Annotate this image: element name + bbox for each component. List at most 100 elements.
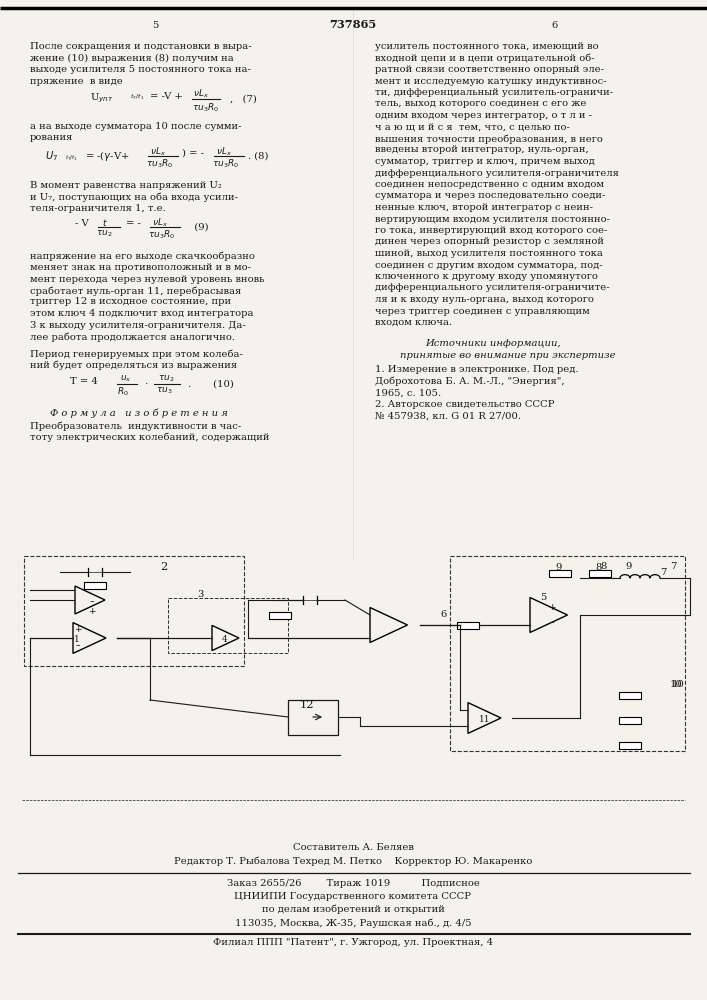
- Text: ЦНИИПИ Государственного комитета СССР: ЦНИИПИ Государственного комитета СССР: [235, 892, 472, 901]
- Text: 737865: 737865: [329, 19, 377, 30]
- Text: ) = -: ) = -: [182, 149, 204, 158]
- Text: сработает нуль-орган 11, перебрасывая: сработает нуль-орган 11, перебрасывая: [30, 286, 241, 296]
- Text: ти, дифференциальный усилитель-ограничи-: ти, дифференциальный усилитель-ограничи-: [375, 88, 613, 97]
- Text: тель, выход которого соединен с его же: тель, выход которого соединен с его же: [375, 100, 586, 108]
- Text: = -V +: = -V +: [150, 92, 182, 101]
- Text: $\tau u_3$: $\tau u_3$: [156, 385, 173, 396]
- Text: выходе усилителя 5 постоянного тока на-: выходе усилителя 5 постоянного тока на-: [30, 65, 251, 74]
- Text: одним входом через интегратор, о т л и -: одним входом через интегратор, о т л и -: [375, 111, 592, 120]
- Text: введены второй интегратор, нуль-орган,: введены второй интегратор, нуль-орган,: [375, 145, 589, 154]
- Bar: [619, 692, 641, 698]
- Text: 113035, Москва, Ж-35, Раушская наб., д. 4/5: 113035, Москва, Ж-35, Раушская наб., д. …: [235, 918, 472, 928]
- Text: триггер 12 в исходное состояние, при: триггер 12 в исходное состояние, при: [30, 298, 231, 306]
- Text: ненные ключ, второй интегратор с неин-: ненные ключ, второй интегратор с неин-: [375, 203, 593, 212]
- Text: 6: 6: [552, 21, 558, 30]
- Text: этом ключ 4 подключит вход интегратора: этом ключ 4 подключит вход интегратора: [30, 309, 254, 318]
- Text: $\nu L_x$: $\nu L_x$: [152, 217, 168, 229]
- Text: $\tau u_3 R_0$: $\tau u_3 R_0$: [146, 158, 173, 170]
- Bar: [450, 556, 685, 751]
- Text: принятые во внимание при экспертизе: принятые во внимание при экспертизе: [400, 352, 616, 360]
- Text: ний будет определяться из выражения: ний будет определяться из выражения: [30, 361, 237, 370]
- Text: 1: 1: [74, 636, 80, 645]
- Text: $\tau u_2$: $\tau u_2$: [158, 373, 175, 384]
- Text: 7: 7: [660, 568, 667, 577]
- Text: ,   (7): , (7): [230, 95, 257, 104]
- Text: - V: - V: [75, 220, 89, 229]
- Text: рования: рования: [30, 133, 74, 142]
- Text: вышения точности преобразования, в него: вышения точности преобразования, в него: [375, 134, 603, 143]
- Text: 5: 5: [152, 21, 158, 30]
- Text: 10: 10: [670, 680, 683, 689]
- Text: через триггер соединен с управляющим: через триггер соединен с управляющим: [375, 306, 590, 316]
- Text: 6: 6: [440, 610, 446, 619]
- Text: $\tau u_3 R_0$: $\tau u_3 R_0$: [212, 158, 239, 170]
- Text: ключенного к другому входу упомянутого: ключенного к другому входу упомянутого: [375, 272, 598, 281]
- Text: $_{t_7/t_1}$: $_{t_7/t_1}$: [130, 92, 144, 102]
- Text: +: +: [74, 626, 82, 635]
- Text: ратной связи соответственно опорный эле-: ратной связи соответственно опорный эле-: [375, 65, 604, 74]
- Bar: [619, 716, 641, 724]
- Text: –: –: [550, 618, 554, 628]
- Text: 9: 9: [555, 563, 561, 572]
- Text: Редактор Т. Рыбалова Техред М. Петко    Корректор Ю. Макаренко: Редактор Т. Рыбалова Техред М. Петко Кор…: [174, 857, 532, 866]
- Bar: [168, 598, 288, 653]
- Text: соединен с другим входом сумматора, под-: соединен с другим входом сумматора, под-: [375, 260, 602, 269]
- Text: 10: 10: [672, 680, 685, 689]
- Text: Филиал ППП "Патент", г. Ужгород, ул. Проектная, 4: Филиал ППП "Патент", г. Ужгород, ул. Про…: [213, 938, 493, 947]
- Text: 11: 11: [479, 716, 491, 724]
- Text: а на выходе сумматора 10 после сумми-: а на выходе сумматора 10 после сумми-: [30, 122, 242, 131]
- Text: $\tau u_3 R_0$: $\tau u_3 R_0$: [192, 101, 219, 113]
- Bar: [288, 700, 338, 735]
- Text: 1965, с. 105.: 1965, с. 105.: [375, 388, 441, 397]
- Text: тоту электрических колебаний, содержащий: тоту электрических колебаний, содержащий: [30, 433, 269, 442]
- Text: U$_{ynт}$: U$_{ynт}$: [90, 92, 113, 105]
- Text: пряжение  в виде: пряжение в виде: [30, 77, 123, 86]
- Text: сумматор, триггер и ключ, причем выход: сумматор, триггер и ключ, причем выход: [375, 157, 595, 166]
- Text: Заказ 2655/26        Тираж 1019          Подписное: Заказ 2655/26 Тираж 1019 Подписное: [226, 879, 479, 888]
- Text: го тока, инвертирующий вход которого сое-: го тока, инвертирующий вход которого сое…: [375, 226, 607, 235]
- Bar: [24, 556, 244, 666]
- Text: +: +: [548, 602, 556, 611]
- Text: и U₇, поступающих на оба входа усили-: и U₇, поступающих на оба входа усили-: [30, 192, 238, 202]
- Text: –: –: [90, 597, 94, 606]
- Text: .       (10): . (10): [185, 379, 234, 388]
- Text: 1. Измерение в электронике. Под ред.: 1. Измерение в электронике. Под ред.: [375, 365, 578, 374]
- Text: динен через опорный резистор с земляной: динен через опорный резистор с земляной: [375, 237, 604, 246]
- Text: дифференциального усилителя-ограничителя: дифференциального усилителя-ограничителя: [375, 168, 619, 178]
- Text: напряжение на его выходе скачкообразно: напряжение на его выходе скачкообразно: [30, 251, 255, 261]
- Text: = -: = -: [126, 220, 141, 229]
- Bar: [589, 570, 611, 576]
- Text: 2. Авторское свидетельство СССР: 2. Авторское свидетельство СССР: [375, 400, 554, 409]
- Text: $\nu L_x$: $\nu L_x$: [193, 88, 209, 101]
- Text: дифференциального усилителя-ограничите-: дифференциального усилителя-ограничите-: [375, 284, 609, 292]
- Bar: [549, 570, 571, 576]
- Text: 8: 8: [600, 562, 607, 571]
- Text: 12: 12: [300, 700, 315, 710]
- Text: Преобразователь  индуктивности в час-: Преобразователь индуктивности в час-: [30, 422, 241, 431]
- Bar: [269, 611, 291, 618]
- Text: ля и к входу нуль-органа, выход которого: ля и к входу нуль-органа, выход которого: [375, 295, 594, 304]
- Text: (9): (9): [185, 223, 209, 232]
- Text: Источники информации,: Источники информации,: [425, 340, 561, 349]
- Text: $\nu L_x$: $\nu L_x$: [150, 146, 166, 158]
- Text: $t$: $t$: [102, 217, 107, 228]
- Text: мент и исследуемую катушку индуктивнос-: мент и исследуемую катушку индуктивнос-: [375, 77, 607, 86]
- Text: 7: 7: [670, 562, 677, 571]
- Text: соединен непосредственно с одним входом: соединен непосредственно с одним входом: [375, 180, 604, 189]
- Text: ч а ю щ и й с я  тем, что, с целью по-: ч а ю щ и й с я тем, что, с целью по-: [375, 122, 570, 131]
- Text: $\tau u_2$: $\tau u_2$: [96, 229, 112, 239]
- Text: 4: 4: [222, 636, 228, 645]
- Bar: [457, 621, 479, 629]
- Text: $_{t_7/t_1}$: $_{t_7/t_1}$: [65, 153, 78, 163]
- Text: по делам изобретений и открытий: по делам изобретений и открытий: [262, 905, 445, 914]
- Text: 5: 5: [540, 593, 547, 602]
- Text: После сокращения и подстановки в выра-: После сокращения и подстановки в выра-: [30, 42, 252, 51]
- Text: 8: 8: [595, 563, 602, 572]
- Text: Период генерируемых при этом колеба-: Период генерируемых при этом колеба-: [30, 350, 243, 359]
- Text: Доброхотова Б. А. М.-Л., "Энергия",: Доброхотова Б. А. М.-Л., "Энергия",: [375, 377, 565, 386]
- Text: вертирующим входом усилителя постоянно-: вертирующим входом усилителя постоянно-: [375, 215, 610, 224]
- Text: 3: 3: [197, 590, 204, 599]
- Text: В момент равенства напряжений U₂: В момент равенства напряжений U₂: [30, 181, 222, 190]
- Text: меняет знак на противоположный и в мо-: меняет знак на противоположный и в мо-: [30, 263, 251, 272]
- Text: = -($\gamma$-V+: = -($\gamma$-V+: [85, 149, 129, 163]
